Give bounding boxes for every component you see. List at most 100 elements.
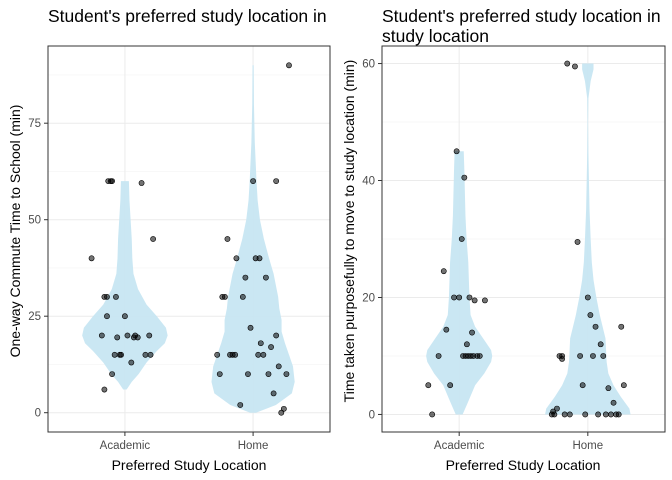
data-point-academic xyxy=(429,411,436,418)
data-point-home xyxy=(579,382,586,389)
data-point-home xyxy=(605,385,612,392)
violin-academic xyxy=(426,151,493,415)
data-point-academic xyxy=(456,294,463,301)
data-point-academic xyxy=(482,297,488,304)
chart-2-plot: 0 20 40 60 Academic Home xyxy=(362,45,666,452)
x-tick-label: Home xyxy=(572,440,603,452)
data-point-home xyxy=(561,411,568,418)
data-point-home xyxy=(247,324,254,331)
data-point-home xyxy=(590,353,596,359)
data-point-academic xyxy=(128,359,135,366)
data-point-academic xyxy=(435,353,442,359)
data-point-home xyxy=(608,411,614,418)
data-point-home xyxy=(270,390,277,397)
chart-2-title: Student's preferred study location in stu… xyxy=(382,6,661,46)
chart-1-title-line: Student's preferred study location in xyxy=(48,6,327,26)
y-tick-label: 20 xyxy=(362,292,375,304)
data-point-academic xyxy=(118,351,124,358)
data-point-home xyxy=(564,60,571,67)
data-point-academic xyxy=(469,329,475,336)
violin-home xyxy=(211,65,295,413)
data-point-academic xyxy=(101,386,108,393)
data-point-home xyxy=(265,371,272,377)
x-tick-label: Academic xyxy=(100,440,151,452)
data-point-academic xyxy=(124,332,131,339)
data-point-academic xyxy=(451,294,457,301)
data-point-home xyxy=(283,371,290,377)
data-point-home xyxy=(237,402,244,408)
data-point-academic xyxy=(142,351,149,358)
data-point-academic xyxy=(453,148,460,155)
y-tick-label: 60 xyxy=(362,59,375,71)
data-point-home xyxy=(257,340,264,347)
data-point-home xyxy=(574,239,581,245)
data-point-academic xyxy=(476,353,483,359)
y-tick-label: 40 xyxy=(362,176,375,188)
data-point-home xyxy=(233,255,240,262)
data-point-home xyxy=(280,405,287,412)
data-point-academic xyxy=(109,178,115,184)
data-point-home xyxy=(273,178,280,184)
data-point-home xyxy=(559,355,565,362)
data-point-home xyxy=(273,332,280,339)
data-point-home xyxy=(263,274,269,281)
data-point-academic xyxy=(98,332,105,339)
y-tick-label: 0 xyxy=(35,408,41,420)
data-point-academic xyxy=(111,351,118,358)
data-point-academic xyxy=(138,180,145,186)
data-point-home xyxy=(602,411,609,418)
data-point-academic xyxy=(447,382,454,389)
y-tick-label: 75 xyxy=(28,118,41,130)
data-point-academic xyxy=(471,297,478,304)
chart-1-x-axis-title: Preferred Study Location xyxy=(112,457,267,473)
data-point-home xyxy=(582,411,589,418)
data-point-home xyxy=(551,411,558,418)
data-point-home xyxy=(239,293,246,300)
chart-2-x-axis-title: Preferred Study Location xyxy=(446,457,601,473)
data-point-academic xyxy=(150,236,157,242)
data-point-academic xyxy=(425,382,432,389)
data-point-home xyxy=(286,62,292,69)
data-point-home xyxy=(554,405,560,412)
data-point-home xyxy=(587,312,594,318)
data-point-home xyxy=(255,351,262,358)
data-point-home xyxy=(275,363,282,370)
data-point-home xyxy=(592,323,599,330)
data-point-home xyxy=(595,411,602,418)
chart-2-y-axis-title: Time taken purposefully to move to study… xyxy=(341,60,357,403)
data-point-home xyxy=(214,351,221,358)
data-point-home xyxy=(221,293,228,300)
violin-academic xyxy=(82,181,168,390)
data-point-academic xyxy=(88,255,95,262)
data-point-academic xyxy=(122,313,128,320)
data-point-academic xyxy=(440,268,447,275)
y-tick-label: 0 xyxy=(369,409,375,421)
chart-1-plot: 0 25 50 75 Academic Home xyxy=(28,45,331,452)
data-point-academic xyxy=(114,334,121,341)
data-point-home xyxy=(566,411,573,418)
data-point-academic xyxy=(109,371,115,377)
data-point-home xyxy=(232,351,239,358)
data-point-home xyxy=(268,344,274,350)
data-point-academic xyxy=(104,293,110,300)
data-point-home xyxy=(572,63,578,70)
data-point-home xyxy=(577,353,583,359)
data-point-home xyxy=(610,399,617,406)
y-tick-label: 50 xyxy=(28,215,41,227)
chart-1-y-axis-title: One-way Commute Time to School (min) xyxy=(7,105,23,358)
data-point-academic xyxy=(461,174,468,181)
violin-home xyxy=(545,63,631,415)
data-point-home xyxy=(224,236,231,242)
data-point-academic xyxy=(466,294,473,301)
chart-2-title-line: study location xyxy=(382,26,489,46)
y-tick-label: 25 xyxy=(28,311,41,323)
data-point-home xyxy=(242,274,249,281)
data-point-academic xyxy=(458,236,465,242)
data-point-home xyxy=(245,371,251,377)
data-point-home xyxy=(597,341,604,348)
chart-2-title-line: Student's preferred study location in xyxy=(382,6,661,26)
data-point-academic xyxy=(113,293,119,300)
panel-border xyxy=(381,45,666,433)
data-point-home xyxy=(250,178,256,184)
